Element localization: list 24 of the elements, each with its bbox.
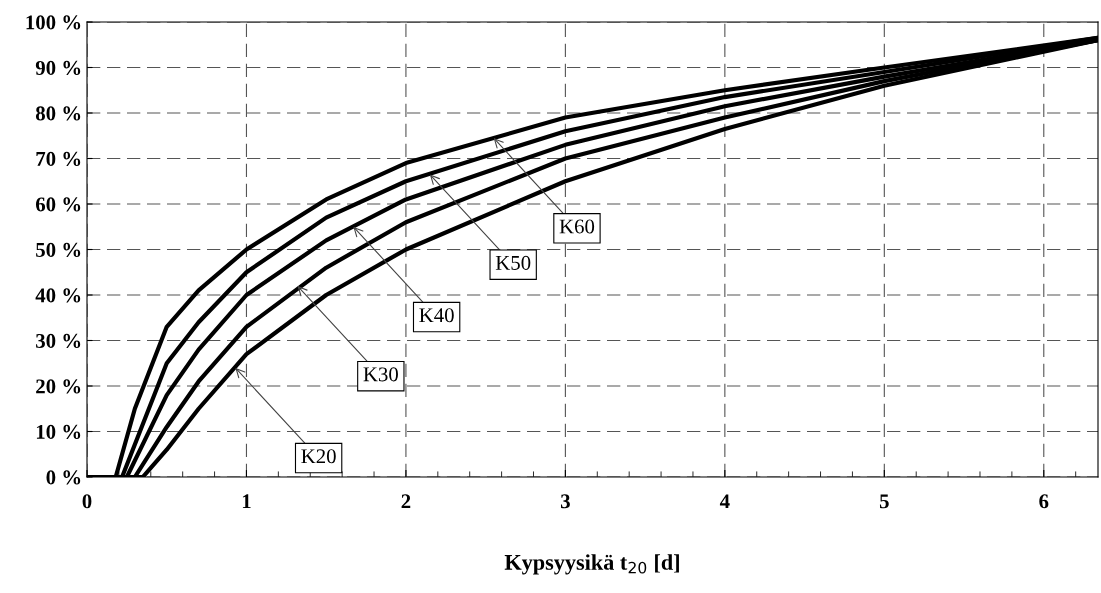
x-axis-title: Kypsyysikä t$_{20}$ [d] [504,554,679,575]
y-tick-label: 80 % [35,106,81,121]
x-tick-label: 0 [82,494,92,509]
annotation: K30 [363,367,398,382]
y-tick-label: 50 % [36,242,81,257]
x-tick-label: 5 [879,494,889,509]
x-tick-label: 4 [719,494,730,509]
y-tick-label: 90 % [35,60,81,75]
y-tick-label: 0 % [46,470,81,485]
annotation: K60 [559,219,595,234]
y-tick-label: 10 % [36,424,81,439]
y-tick-label: 30 % [36,333,81,348]
annotation: K20 [301,449,336,464]
x-tick-label: 2 [401,494,411,509]
y-tick-label: 60 % [35,197,81,212]
annotation: K40 [419,308,454,323]
y-tick-label: 20 % [36,379,81,394]
y-tick-label: 40 % [35,288,81,303]
y-tick-label: 70 % [36,151,81,166]
x-tick-label: 3 [560,494,570,509]
annotation: K50 [495,255,531,270]
x-tick-label: 1 [242,494,251,509]
y-tick-label: 100 % [26,15,81,30]
x-tick-label: 6 [1039,494,1049,509]
